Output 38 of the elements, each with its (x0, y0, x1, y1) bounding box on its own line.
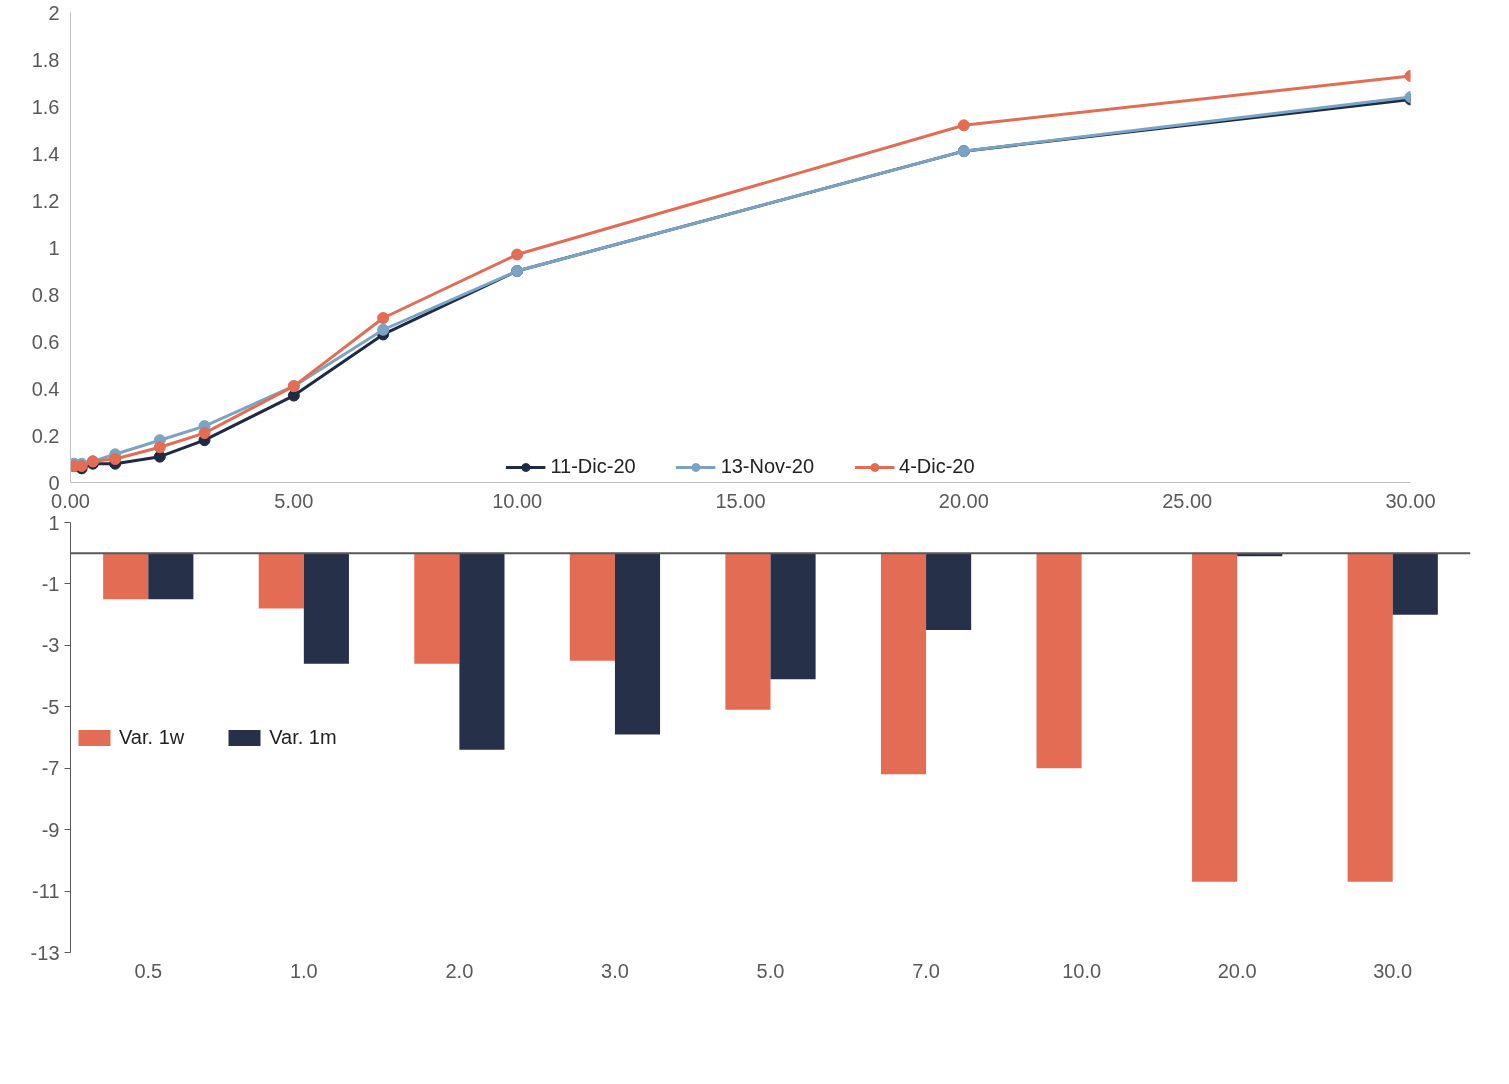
legend-label: Var. 1w (119, 725, 185, 749)
x-tick-label: 10.00 (492, 489, 543, 512)
legend-label: 4-Dic-20 (899, 455, 975, 478)
legend-label: Var. 1m (269, 725, 337, 749)
y-tick-label: -1 (41, 572, 60, 595)
x-tick-label: 20.0 (1217, 959, 1257, 982)
x-tick-label: 1.0 (289, 959, 318, 982)
x-tick-label: 25.00 (1162, 489, 1213, 512)
y-tick-label: 2 (48, 1, 60, 24)
x-tick-label: 30.0 (1373, 959, 1413, 982)
x-tick-label: 2.0 (445, 959, 474, 982)
x-tick-label: 5.0 (756, 959, 785, 982)
legend-label: 11-Dic-20 (550, 455, 636, 478)
legend-label: 13-Nov-20 (720, 455, 815, 478)
y-tick-label: 1.8 (31, 48, 60, 71)
x-tick-label: 7.0 (912, 959, 940, 982)
y-tick-label: -3 (41, 634, 60, 657)
x-tick-label: 20.00 (938, 489, 989, 512)
y-tick-label: 1 (48, 511, 60, 534)
y-tick-label: -13 (30, 941, 60, 964)
y-tick-label: 0.2 (31, 424, 60, 447)
y-tick-label: 1 (48, 236, 60, 259)
x-tick-label: 5.00 (274, 489, 314, 512)
y-tick-label: -9 (41, 818, 60, 841)
y-tick-label: 1.4 (31, 142, 60, 165)
y-tick-label: -11 (32, 880, 60, 903)
y-tick-label: 1.2 (31, 189, 60, 212)
x-tick-label: 10.0 (1062, 959, 1102, 982)
y-tick-label: 0.8 (31, 283, 60, 306)
y-tick-label: 0.4 (31, 377, 60, 400)
x-tick-label: 30.00 (1385, 489, 1436, 512)
y-tick-label: 0.6 (31, 330, 60, 353)
y-tick-label: -7 (41, 757, 60, 780)
x-tick-label: 15.00 (715, 489, 766, 512)
y-tick-label: 1.6 (31, 95, 60, 118)
x-tick-label: 3.0 (601, 959, 629, 982)
x-tick-label: 0.5 (134, 959, 163, 982)
y-tick-label: -5 (41, 695, 60, 718)
